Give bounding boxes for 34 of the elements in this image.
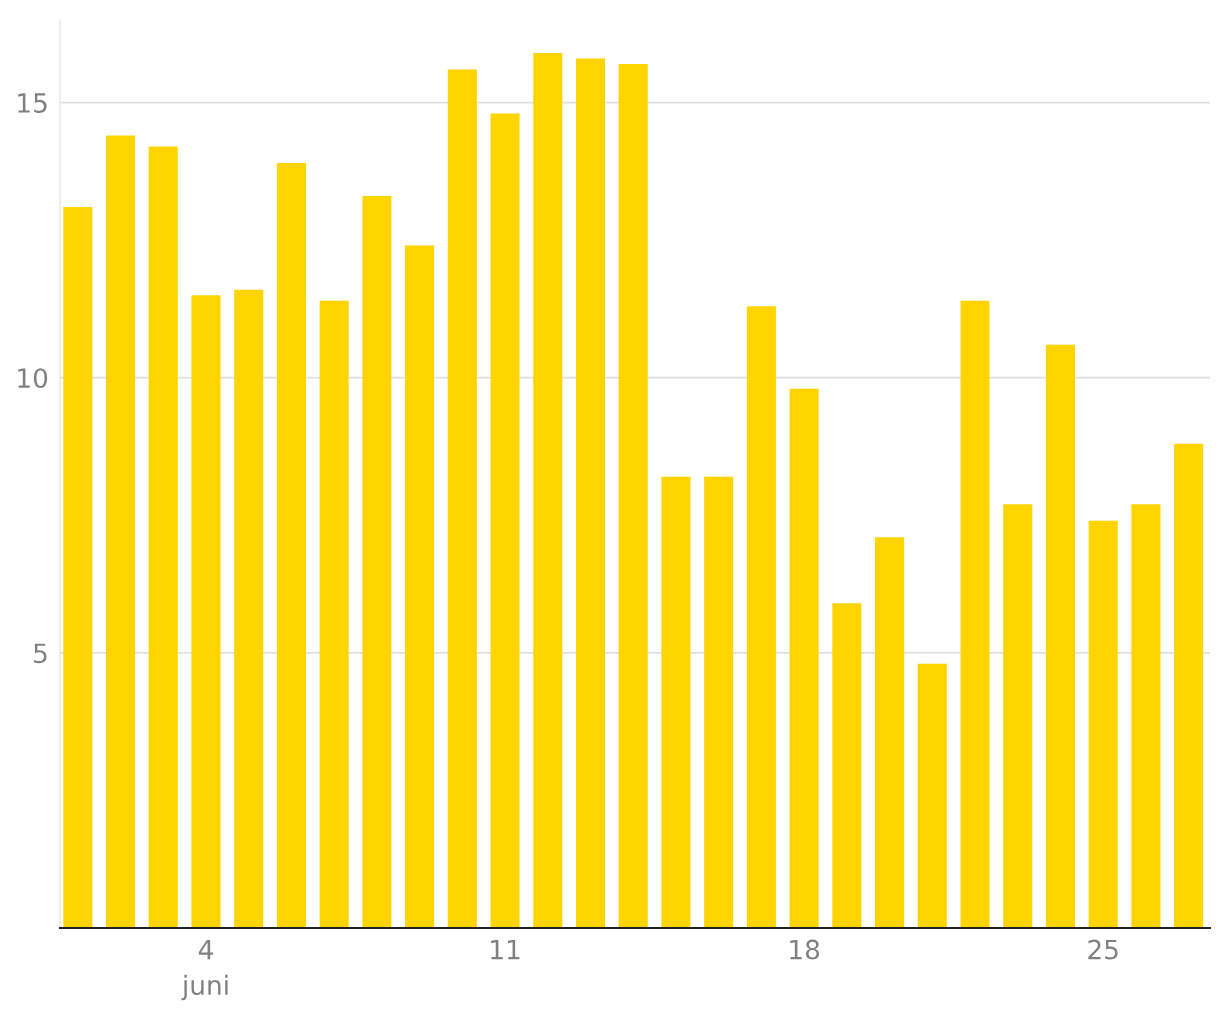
- bar: [447, 69, 477, 928]
- bar: [234, 289, 264, 928]
- bar: [875, 537, 905, 928]
- bar: [618, 64, 648, 928]
- bar: [533, 53, 563, 928]
- bar: [1003, 504, 1033, 928]
- bar: [63, 207, 93, 928]
- bar: [319, 300, 349, 928]
- bar: [276, 163, 306, 928]
- bar: [832, 603, 862, 928]
- bar: [960, 300, 990, 928]
- x-tick-label: 18: [790, 939, 820, 960]
- bar: [1045, 344, 1075, 928]
- x-tick-label: 25: [1088, 939, 1118, 960]
- bar: [106, 135, 136, 928]
- bar: [1088, 520, 1118, 928]
- bar: [746, 306, 776, 928]
- bar: [191, 295, 221, 928]
- bar: [789, 388, 819, 928]
- bar: [490, 113, 520, 928]
- bar: [405, 245, 435, 928]
- bar: [1174, 443, 1204, 928]
- y-tick-label: 10: [18, 368, 48, 389]
- y-tick-label: 5: [34, 643, 47, 664]
- bar: [148, 146, 178, 928]
- bar: [362, 196, 392, 928]
- bar: [575, 58, 606, 928]
- y-tick-label: 15: [18, 93, 47, 113]
- x-tick-label: 4 juni: [181, 939, 228, 1001]
- bar: [661, 476, 691, 928]
- bar: [704, 476, 734, 928]
- x-tick-label: 11: [491, 939, 520, 960]
- bar: [1131, 504, 1161, 928]
- bar: [917, 663, 947, 928]
